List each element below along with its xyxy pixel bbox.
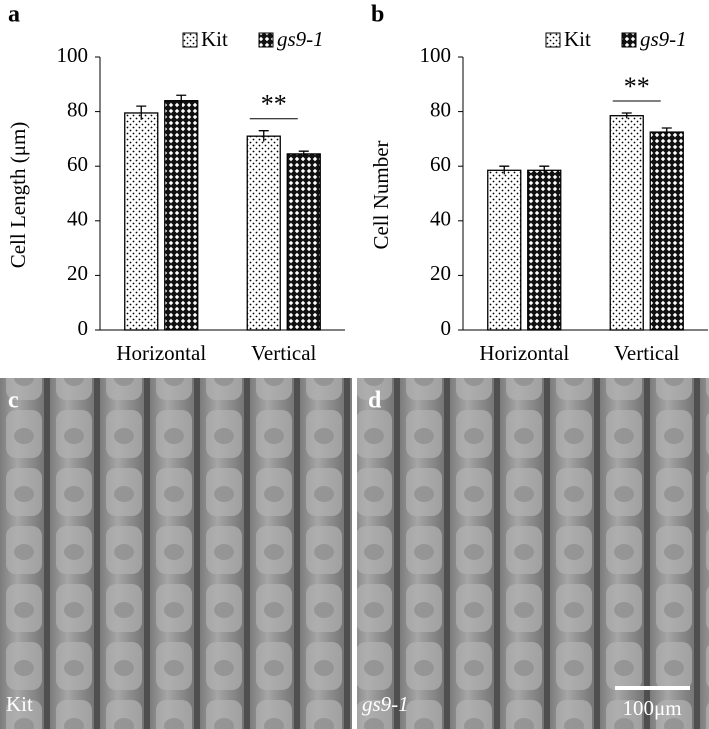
y-tick-label: 40 — [430, 207, 451, 231]
error-bar — [258, 130, 269, 142]
y-tick-label: 60 — [430, 152, 451, 176]
sem-image-c — [0, 378, 352, 729]
y-tick-label: 0 — [78, 316, 89, 340]
annotation: ** — [261, 90, 287, 119]
bar — [487, 169, 522, 331]
legend-label: gs9-1 — [640, 27, 687, 51]
panel-letter: d — [368, 388, 382, 414]
legend-swatch — [545, 32, 561, 48]
error-bar — [176, 94, 187, 107]
image-label: Kit — [6, 692, 33, 716]
y-tick-label: 20 — [430, 261, 451, 285]
error-bar — [661, 127, 672, 137]
image-label: gs9-1 — [362, 692, 409, 716]
legend-label: gs9-1 — [277, 27, 324, 51]
bar — [164, 100, 199, 331]
legend-swatch — [258, 32, 274, 48]
annotation: ** — [624, 72, 650, 101]
y-tick-label: 0 — [441, 316, 452, 340]
error-bar — [621, 112, 632, 119]
legend-swatch — [621, 32, 637, 48]
scale-bar-label: 100μm — [622, 696, 681, 720]
error-bar — [136, 105, 147, 120]
bar — [527, 169, 562, 331]
x-tick-label: Horizontal — [116, 341, 206, 365]
y-tick-label: 40 — [67, 207, 88, 231]
y-axis-label: Cell Length (μm) — [6, 122, 30, 269]
y-tick-label: 100 — [57, 43, 89, 67]
y-tick-label: 100 — [420, 43, 452, 67]
bar — [246, 135, 281, 331]
panel-letter: b — [371, 2, 384, 28]
error-bar — [298, 150, 309, 157]
error-bar — [499, 165, 510, 175]
x-tick-label: Vertical — [251, 341, 316, 365]
legend-label: Kit — [564, 27, 591, 51]
y-tick-label: 80 — [430, 97, 451, 121]
y-tick-label: 60 — [67, 152, 88, 176]
bar — [649, 131, 684, 331]
bar — [609, 115, 644, 331]
y-axis-label: Cell Number — [369, 140, 393, 249]
legend-label: Kit — [201, 27, 228, 51]
y-tick-label: 20 — [67, 261, 88, 285]
error-bar — [539, 165, 550, 175]
panel-letter: c — [8, 388, 19, 414]
x-tick-label: Vertical — [614, 341, 679, 365]
sem-image-d — [357, 378, 709, 729]
bar — [286, 153, 321, 331]
bar — [124, 112, 159, 331]
x-tick-label: Horizontal — [479, 341, 569, 365]
legend-swatch — [182, 32, 198, 48]
y-tick-label: 80 — [67, 97, 88, 121]
panel-letter: a — [8, 2, 20, 28]
